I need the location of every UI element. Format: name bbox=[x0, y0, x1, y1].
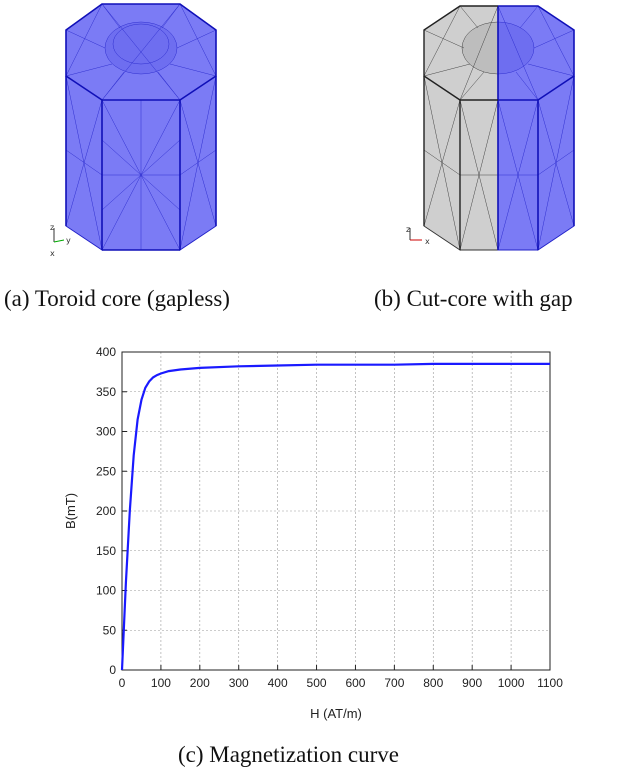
toroid-core-mesh: z y x bbox=[50, 3, 217, 258]
series-line-bh-curve bbox=[120, 362, 550, 671]
x-tick-label: 500 bbox=[307, 676, 327, 690]
axis-x-label: x bbox=[50, 249, 55, 258]
axis-triad-icon: z x bbox=[406, 225, 430, 246]
y-tick-label: 250 bbox=[96, 464, 116, 478]
axis-y-label: y bbox=[66, 236, 71, 245]
x-tick-label: 600 bbox=[345, 676, 365, 690]
x-tick-label: 200 bbox=[190, 676, 210, 690]
x-tick-label: 1000 bbox=[498, 676, 525, 690]
y-axis-label: B(mT) bbox=[63, 493, 78, 529]
y-tick-label: 100 bbox=[96, 584, 116, 598]
caption-magnetization-curve: (c) Magnetization curve bbox=[178, 742, 399, 767]
x-tick-label: 800 bbox=[423, 676, 443, 690]
chart-ticks: 0 100 200 300 400 500 600 700 800 900 1000 1100 0 50 1… bbox=[96, 345, 563, 690]
axis-triad-icon: z y x bbox=[50, 223, 71, 258]
y-tick-label: 200 bbox=[96, 504, 116, 518]
y-tick-label: 400 bbox=[96, 345, 116, 359]
x-tick-label: 900 bbox=[462, 676, 482, 690]
y-tick-label: 50 bbox=[103, 623, 117, 637]
caption-cut-core: (b) Cut-core with gap bbox=[374, 286, 573, 311]
y-tick-label: 0 bbox=[109, 663, 116, 677]
x-tick-label: 400 bbox=[268, 676, 288, 690]
x-tick-label: 1100 bbox=[537, 676, 563, 690]
x-axis-label: H (AT/m) bbox=[310, 706, 362, 721]
y-tick-label: 350 bbox=[96, 385, 116, 399]
x-tick-label: 700 bbox=[384, 676, 404, 690]
caption-toroid-core: (a) Toroid core (gapless) bbox=[4, 286, 230, 311]
chart-grid bbox=[122, 352, 550, 670]
x-tick-label: 100 bbox=[151, 676, 171, 690]
axis-z-label: z bbox=[406, 225, 410, 234]
magnetization-chart: 0 100 200 300 400 500 600 700 800 900 1000 1100 0 50 1… bbox=[63, 345, 563, 721]
y-tick-label: 300 bbox=[96, 425, 116, 439]
y-tick-label: 150 bbox=[96, 544, 116, 558]
axis-x-label: x bbox=[425, 237, 430, 246]
x-tick-label: 300 bbox=[229, 676, 249, 690]
axis-z-label: z bbox=[50, 223, 54, 232]
cut-core-mesh: z x bbox=[406, 5, 575, 251]
x-tick-label: 0 bbox=[119, 676, 126, 690]
